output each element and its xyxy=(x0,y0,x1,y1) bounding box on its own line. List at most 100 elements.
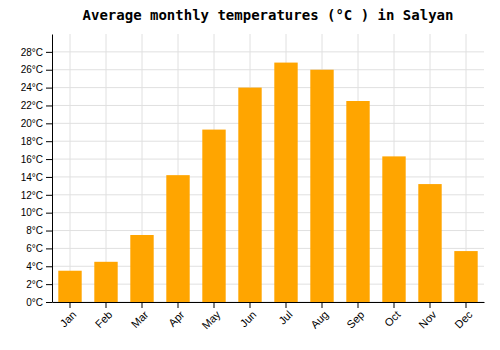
tick-mark xyxy=(46,177,52,178)
tick: 22°C xyxy=(21,100,52,111)
tick: 28°C xyxy=(21,47,52,58)
tick-mark xyxy=(46,231,52,232)
tick: Jan xyxy=(58,302,79,329)
bar xyxy=(454,251,477,302)
tick-mark xyxy=(46,70,52,71)
bar xyxy=(346,101,369,302)
bar xyxy=(310,70,333,302)
bar xyxy=(202,130,225,302)
tick-label: 22°C xyxy=(21,100,43,111)
tick-mark xyxy=(142,302,143,308)
tick-label: Sep xyxy=(344,308,366,330)
title: Average monthly temperatures (°C ) in Sa… xyxy=(83,7,454,23)
tick-label: Oct xyxy=(382,308,403,329)
tick-label: 6°C xyxy=(26,243,43,254)
x-axis: Jan Feb Mar Apr May Jun Jul Aug Sep Oct Nov Dec xyxy=(53,302,485,331)
bar xyxy=(94,262,117,302)
bar xyxy=(418,184,441,302)
chart: Jan Feb Mar Apr May Jun Jul Aug Sep Oct Nov Dec 0°C 2… xyxy=(0,0,500,350)
tick: 6°C xyxy=(26,243,52,254)
bar xyxy=(130,235,153,302)
tick: 4°C xyxy=(26,261,52,272)
bar xyxy=(166,175,189,302)
tick-label: 28°C xyxy=(21,47,43,58)
grid-line xyxy=(70,34,71,302)
tick-mark xyxy=(46,159,52,160)
tick: Dec xyxy=(452,302,475,331)
tick: 2°C xyxy=(26,279,52,290)
tick-label: 18°C xyxy=(21,136,43,147)
axis-line xyxy=(53,302,485,303)
tick-mark xyxy=(46,248,52,249)
plot: Jan Feb Mar Apr May Jun Jul Aug Sep Oct Nov Dec 0°C 2… xyxy=(21,34,485,331)
tick-mark xyxy=(46,88,52,89)
tick-label: Jun xyxy=(238,308,259,329)
tick-mark xyxy=(358,302,359,308)
tick: May xyxy=(199,302,223,331)
grid xyxy=(52,34,484,302)
bar xyxy=(58,271,81,302)
tick-mark xyxy=(46,141,52,142)
tick: Jul xyxy=(276,302,294,327)
tick: Jun xyxy=(238,302,259,329)
tick-label: 16°C xyxy=(21,154,43,165)
tick-label: 10°C xyxy=(21,207,43,218)
tick-mark xyxy=(394,302,395,308)
tick-mark xyxy=(46,123,52,124)
tick-label: 26°C xyxy=(21,64,43,75)
tick: 12°C xyxy=(21,190,52,201)
tick: 20°C xyxy=(21,118,52,129)
bars xyxy=(58,63,477,302)
tick-label: 2°C xyxy=(26,279,43,290)
tick: 8°C xyxy=(26,225,52,236)
grid-line xyxy=(52,51,484,52)
tick-label: Apr xyxy=(166,308,187,329)
tick-mark xyxy=(466,302,467,308)
tick-mark xyxy=(214,302,215,308)
tick: Oct xyxy=(382,302,403,329)
tick: 18°C xyxy=(21,136,52,147)
tick: 10°C xyxy=(21,207,52,218)
tick-label: 24°C xyxy=(21,82,43,93)
tick-label: Jul xyxy=(276,308,294,326)
y-axis: 0°C 2°C 4°C 6°C 8°C 10°C 12°C 14°C 16°C 18°C 20°C 2… xyxy=(21,35,53,308)
tick-label: Feb xyxy=(93,308,115,330)
tick: 26°C xyxy=(21,64,52,75)
tick-label: Jan xyxy=(58,308,79,329)
tick-label: 12°C xyxy=(21,190,43,201)
grid-line xyxy=(106,34,107,302)
tick-mark xyxy=(46,105,52,106)
grid-line xyxy=(52,105,484,106)
tick-mark xyxy=(430,302,431,308)
tick-label: 4°C xyxy=(26,261,43,272)
tick: 16°C xyxy=(21,154,52,165)
tick-mark xyxy=(286,302,287,308)
axis-line xyxy=(52,35,53,303)
tick-mark xyxy=(46,284,52,285)
grid-line xyxy=(52,159,484,160)
tick-mark xyxy=(178,302,179,308)
tick: Mar xyxy=(129,302,151,330)
tick-label: 8°C xyxy=(26,225,43,236)
tick-label: Mar xyxy=(129,308,151,330)
tick-label: 0°C xyxy=(26,297,43,308)
grid-line xyxy=(52,123,484,124)
tick: Sep xyxy=(344,302,366,331)
grid-line xyxy=(52,176,484,177)
tick: 24°C xyxy=(21,82,52,93)
tick-mark xyxy=(46,213,52,214)
tick-mark xyxy=(250,302,251,308)
bar xyxy=(238,88,261,302)
tick: Apr xyxy=(166,302,187,329)
tick-mark xyxy=(46,52,52,53)
tick-label: May xyxy=(199,308,223,332)
grid-line xyxy=(52,69,484,70)
grid-line xyxy=(52,141,484,142)
tick: Feb xyxy=(93,302,115,330)
tick-label: Dec xyxy=(452,308,475,331)
tick-mark xyxy=(46,302,52,303)
tick-mark xyxy=(46,195,52,196)
tick-label: Nov xyxy=(416,308,439,331)
tick-label: Aug xyxy=(308,308,330,330)
tick-label: 14°C xyxy=(21,172,43,183)
